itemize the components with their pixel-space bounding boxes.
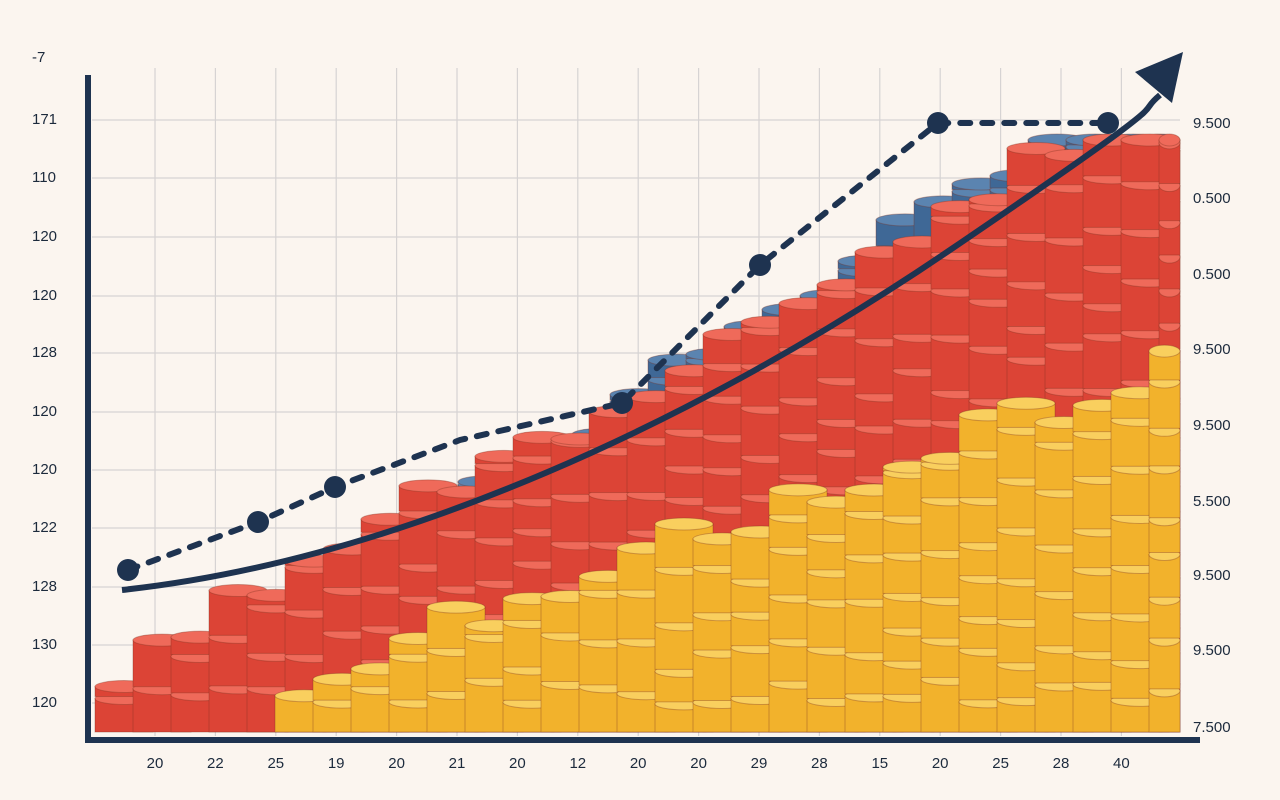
bottom-label: 20 [690, 755, 707, 772]
left-label: 120 [32, 694, 57, 711]
cylinder [1148, 639, 1181, 690]
left-label: 120 [32, 403, 57, 420]
right-label: 9.500 [1193, 341, 1231, 358]
cylinder-top [1158, 133, 1181, 147]
cylinder-top [426, 600, 486, 614]
cylinder [1148, 381, 1181, 429]
left-label: 120 [32, 461, 57, 478]
left-label: 128 [32, 578, 57, 595]
left-label: 171 [32, 111, 57, 128]
right-label: 9.500 [1193, 417, 1231, 434]
dotted-line [125, 120, 1111, 573]
right-label: 9.500 [1193, 115, 1231, 132]
trend-arrow [121, 92, 1162, 593]
bottom-label: 20 [630, 755, 647, 772]
labels: -71711101201201281201201221281301209.500… [32, 49, 1231, 772]
right-label: 9.500 [1193, 567, 1231, 584]
bottom-label: 25 [267, 755, 284, 772]
right-label: 7.500 [1193, 719, 1231, 736]
bottom-label: 20 [388, 755, 405, 772]
cylinder-top [996, 396, 1056, 410]
right-label: 0.500 [1193, 266, 1231, 283]
bottom-label: 25 [992, 755, 1009, 772]
cylinder [1148, 467, 1181, 519]
left-label: 110 [32, 169, 56, 186]
dot [611, 392, 633, 414]
left-label: 120 [32, 287, 57, 304]
bottom-label: 28 [811, 755, 828, 772]
bottom-label: 15 [871, 755, 888, 772]
left-label: 120 [32, 228, 57, 245]
cylinder [1148, 598, 1181, 639]
bottom-label: 19 [328, 755, 345, 772]
dot [247, 511, 269, 533]
dot [117, 559, 139, 581]
cylinder [1148, 690, 1181, 733]
cylinder-top [1006, 141, 1066, 155]
left-label: 128 [32, 344, 57, 361]
dot [1097, 112, 1119, 134]
cylinder [1148, 553, 1181, 598]
cylinder-stacks [94, 133, 1181, 733]
right-label: 9.500 [1193, 642, 1231, 659]
dot [749, 254, 771, 276]
bottom-label: 28 [1053, 755, 1070, 772]
bottom-label: 20 [147, 755, 164, 772]
dots [117, 112, 1119, 581]
dot [324, 476, 346, 498]
left-label: 122 [32, 519, 57, 536]
bottom-label: 20 [509, 755, 526, 772]
bottom-label: 22 [207, 755, 224, 772]
cylinder-top [1148, 344, 1181, 358]
bottom-label: 40 [1113, 755, 1130, 772]
dot [927, 112, 949, 134]
bottom-label: 21 [449, 755, 466, 772]
bottom-label: 29 [751, 755, 768, 772]
cylinder-top [768, 483, 828, 497]
bottom-label: 12 [569, 755, 586, 772]
right-label: 5.500 [1193, 493, 1231, 510]
right-label: 0.500 [1193, 190, 1231, 207]
cylinder-top [654, 517, 714, 531]
left-label: -7 [32, 49, 45, 66]
bottom-label: 20 [932, 755, 949, 772]
left-label: 130 [32, 636, 57, 653]
arrow-head [1135, 52, 1183, 103]
